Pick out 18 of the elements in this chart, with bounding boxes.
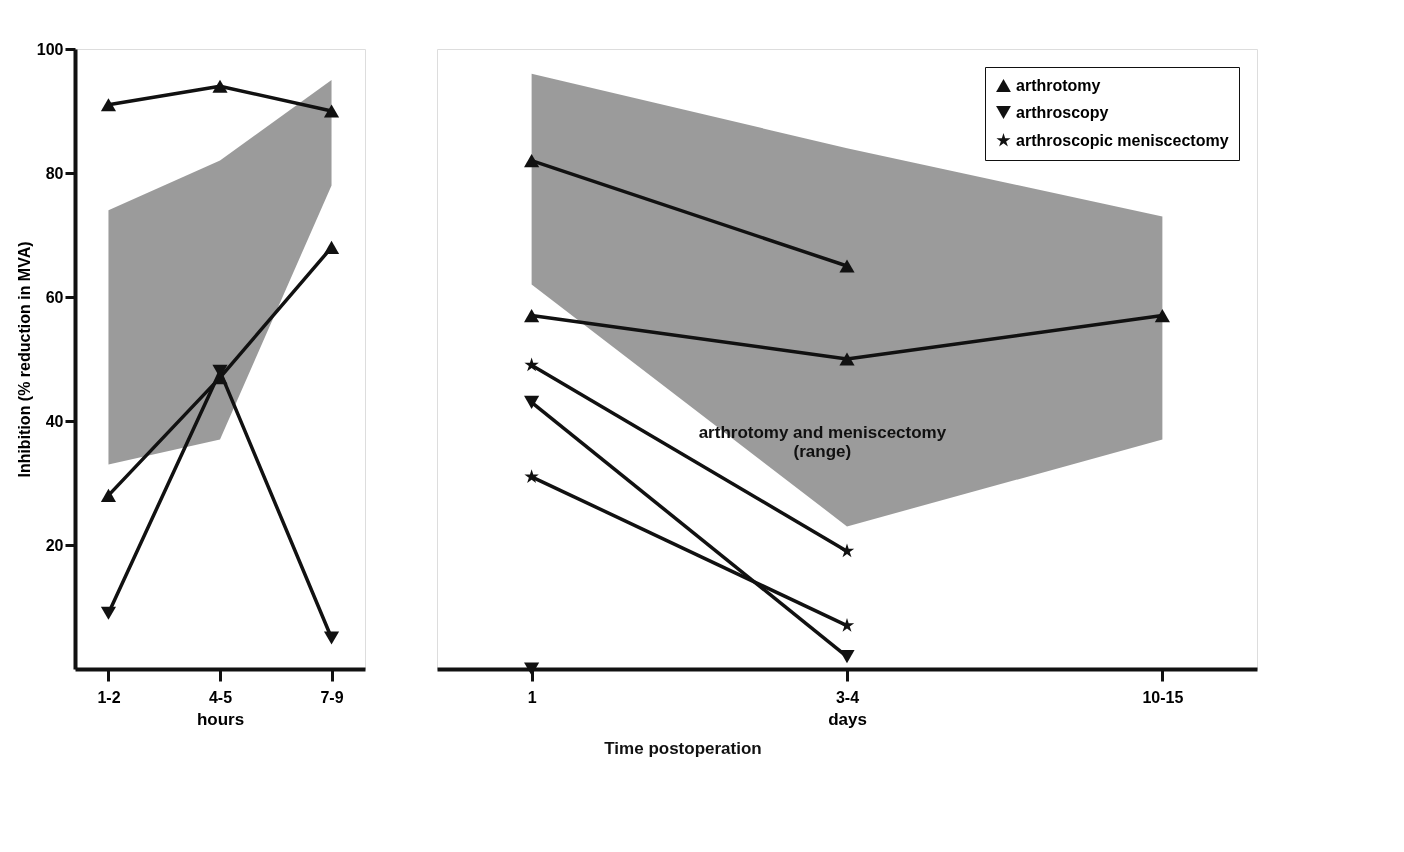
text: Time postoperation xyxy=(604,739,762,758)
x-axis-title: days xyxy=(828,709,867,729)
y-tick-label: 80 xyxy=(45,164,64,182)
y-tick-label: 60 xyxy=(45,288,64,306)
legend-label: arthrotomy xyxy=(1016,76,1101,94)
x-tick-label: 1-2 xyxy=(97,688,121,706)
x-tick-label: 7-9 xyxy=(320,688,344,706)
legend-label: arthroscopy xyxy=(1016,103,1109,121)
y-tick-label: 20 xyxy=(45,536,64,554)
x-tick-label: 1 xyxy=(527,688,537,706)
legend-label: arthroscopic meniscectomy xyxy=(1016,131,1229,149)
y-tick-label: 100 xyxy=(36,40,64,58)
x-tick-label: 10-15 xyxy=(1142,688,1184,706)
x-tick-label: 3-4 xyxy=(835,688,860,706)
y-tick-label: 40 xyxy=(45,412,64,430)
y-axis-title: Inhibition (% reduction in MVA) xyxy=(15,241,33,478)
x-tick-label: 4-5 xyxy=(208,688,233,706)
x-axis-title: hours xyxy=(196,709,245,729)
